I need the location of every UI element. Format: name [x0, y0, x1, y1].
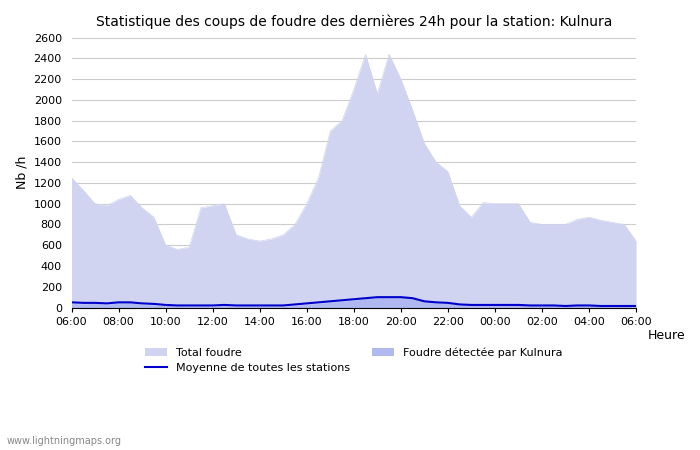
Title: Statistique des coups de foudre des dernières 24h pour la station: Kulnura: Statistique des coups de foudre des dern… — [96, 15, 612, 30]
Y-axis label: Nb /h: Nb /h — [15, 156, 28, 189]
Legend: Total foudre, Moyenne de toutes les stations, Foudre détectée par Kulnura: Total foudre, Moyenne de toutes les stat… — [140, 342, 567, 378]
Text: Heure: Heure — [648, 329, 685, 342]
Text: www.lightningmaps.org: www.lightningmaps.org — [7, 436, 122, 446]
